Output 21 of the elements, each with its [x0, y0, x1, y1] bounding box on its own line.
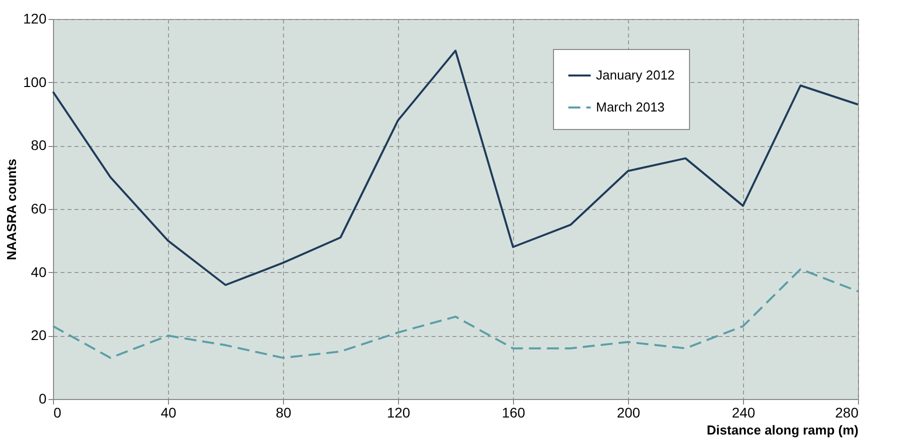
y-tick-label: 60: [30, 200, 47, 216]
x-tick-label: 200: [616, 404, 640, 420]
x-axis-title: Distance along ramp (m): [706, 422, 858, 438]
y-axis-title: NAASRA counts: [4, 158, 20, 260]
y-tick-label: 80: [30, 137, 47, 154]
x-tick-label: 160: [502, 404, 526, 420]
y-tick-label: 0: [38, 390, 47, 406]
x-tick-label: 280: [835, 404, 859, 420]
x-tick-label: 240: [732, 404, 756, 420]
x-tick-label: 0: [54, 404, 62, 420]
line-series: [52, 50, 859, 286]
y-tick-label: 20: [30, 327, 47, 344]
x-tick-label: 40: [160, 404, 176, 420]
x-tick-label: 120: [386, 404, 410, 420]
legend-label: January 2012: [596, 68, 675, 82]
y-tick-label: 40: [30, 264, 47, 280]
y-tick-label: 120: [23, 10, 47, 26]
x-tick-label: 80: [276, 404, 292, 420]
legend-label: March 2013: [596, 100, 665, 114]
y-tick-label: 100: [23, 74, 47, 90]
line-series: [52, 268, 859, 359]
